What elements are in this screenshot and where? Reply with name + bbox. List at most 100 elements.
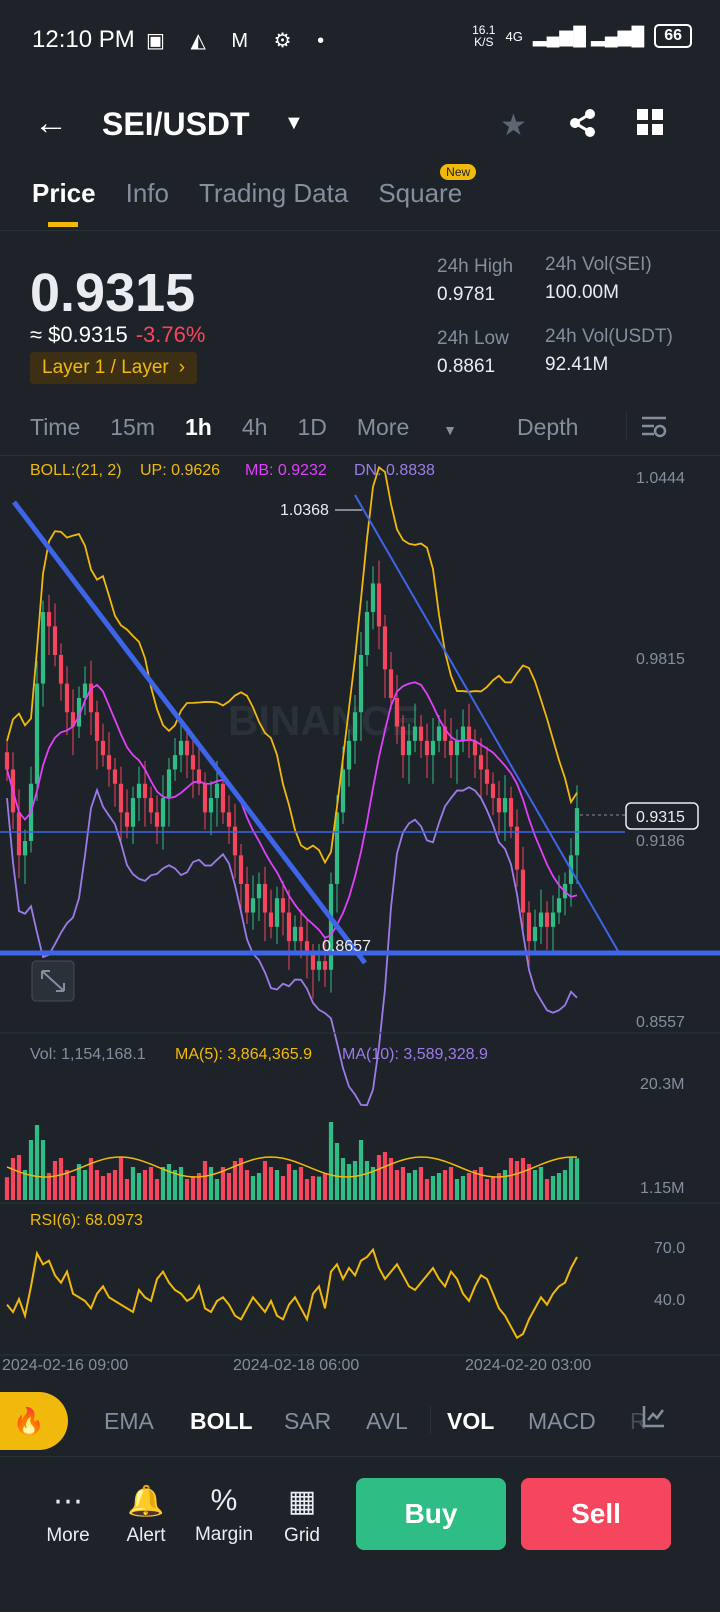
volume-bar: [490, 1176, 496, 1200]
interval-1d[interactable]: 1D: [297, 414, 327, 440]
current-price-tag: [625, 802, 699, 830]
candle-body: [124, 812, 130, 827]
volume-bar: [460, 1176, 466, 1200]
volume-bar: [472, 1170, 478, 1200]
more-button[interactable]: ⋯ More: [28, 1484, 108, 1547]
volume-bar: [190, 1176, 196, 1200]
vol-usdt-value: 92.41M: [545, 354, 609, 375]
flame-icon[interactable]: 🔥: [0, 1392, 68, 1450]
indicator-ema[interactable]: EMA: [104, 1408, 154, 1434]
volume-bar: [124, 1179, 130, 1200]
volume-bar: [226, 1173, 232, 1200]
indicator-boll[interactable]: BOLL: [190, 1408, 253, 1434]
volume-bar: [88, 1158, 94, 1200]
candle-body: [64, 683, 70, 713]
volume-bar: [562, 1170, 568, 1200]
tab-info[interactable]: Info: [125, 178, 169, 208]
volume-bar: [364, 1161, 370, 1200]
category-tag[interactable]: Layer 1 / Layer ›: [30, 352, 198, 384]
volume-bar: [202, 1161, 208, 1200]
pair-header: ← SEI/USDT ▼ ★: [0, 100, 720, 156]
volume-bar: [298, 1167, 304, 1200]
volume-bar: [136, 1173, 142, 1200]
volume-bar: [370, 1167, 376, 1200]
trendline-down-2[interactable]: [354, 494, 619, 952]
candle-body: [82, 683, 88, 698]
interval-15m[interactable]: 15m: [110, 414, 156, 440]
volume-bar: [160, 1167, 166, 1200]
boll-dn: DN: 0.8838: [354, 462, 435, 479]
margin-button[interactable]: % Margin: [184, 1484, 264, 1546]
volume-bar: [64, 1170, 70, 1200]
candle-body: [166, 769, 172, 799]
volume-bar: [196, 1173, 202, 1200]
volume-bar: [22, 1170, 28, 1200]
candle-body: [496, 798, 502, 813]
share-icon[interactable]: [568, 108, 598, 146]
volume-bar: [430, 1176, 436, 1200]
layout-grid-icon[interactable]: [636, 108, 664, 144]
chart-settings-icon[interactable]: [640, 412, 668, 445]
volume-bar: [340, 1158, 346, 1200]
tab-trading-data[interactable]: Trading Data: [198, 178, 349, 208]
time-axis-label: 2024-02-16 09:00: [2, 1357, 128, 1374]
candle-body: [424, 740, 430, 756]
candle-body: [388, 669, 394, 698]
candle-body: [484, 769, 490, 784]
indicator-settings-icon[interactable]: [642, 1404, 666, 1434]
boll-label: BOLL:(21, 2): [30, 462, 122, 479]
volume-bar: [304, 1179, 310, 1200]
boll-bands-group: [6, 465, 578, 1107]
volume-bar: [346, 1164, 352, 1200]
high-value: 0.9781: [437, 284, 496, 305]
volume-bar: [478, 1167, 484, 1200]
candle-body: [478, 755, 484, 770]
alert-label: Alert: [126, 1525, 166, 1546]
interval-time[interactable]: Time: [30, 414, 81, 440]
indicator-sar[interactable]: SAR: [284, 1408, 332, 1434]
volume-bar: [556, 1173, 562, 1200]
indicator-vol[interactable]: VOL: [447, 1408, 495, 1434]
trendline-down-1[interactable]: [12, 500, 367, 965]
tabs-divider: [0, 230, 720, 231]
last-price: 0.9315: [30, 263, 196, 323]
more-icon: ⋯: [53, 1485, 83, 1518]
pair-title[interactable]: SEI/USDT: [102, 106, 250, 142]
candlestick-chart[interactable]: BOLL:(21, 2) UP: 0.9626 MB: 0.9232 DN: 0…: [0, 455, 720, 1380]
star-icon[interactable]: ★: [500, 109, 527, 142]
candle-body: [328, 883, 334, 970]
caret-down-icon[interactable]: ▼: [284, 112, 304, 134]
candle-body: [280, 898, 286, 913]
candle-body: [268, 912, 274, 927]
indicator-rsi[interactable]: R: [630, 1408, 647, 1434]
interval-1h[interactable]: 1h: [185, 414, 212, 440]
chevron-right-icon: ›: [178, 357, 186, 378]
volume-bar: [214, 1179, 220, 1200]
interval-4h[interactable]: 4h: [241, 414, 268, 440]
volume-axis-bottom: 1.15M: [640, 1180, 684, 1197]
candle-body: [304, 941, 310, 956]
volume-bar: [262, 1161, 268, 1200]
interval-depth[interactable]: Depth: [517, 414, 579, 440]
tab-square[interactable]: Square New: [378, 164, 477, 209]
candle-body: [358, 654, 364, 713]
volume-bar: [448, 1167, 454, 1200]
volume-bar: [406, 1173, 412, 1200]
interval-more[interactable]: More ▼: [357, 414, 487, 441]
candle-body: [346, 740, 352, 770]
back-arrow-icon[interactable]: ←: [34, 104, 68, 142]
indicator-macd[interactable]: MACD: [528, 1408, 596, 1434]
chart-top-divider: [0, 455, 720, 456]
tab-price[interactable]: Price: [32, 178, 96, 227]
buy-button[interactable]: Buy: [356, 1478, 506, 1550]
low-label: 24h Low: [437, 328, 509, 349]
alert-button[interactable]: 🔔 Alert: [106, 1484, 186, 1547]
volume-bar: [280, 1176, 286, 1200]
indicator-avl[interactable]: AVL: [366, 1408, 408, 1434]
candle-body: [160, 798, 166, 827]
candle-body: [490, 783, 496, 799]
sell-button[interactable]: Sell: [521, 1478, 671, 1550]
candle-body: [94, 712, 100, 741]
grid-button[interactable]: ▦ Grid: [262, 1484, 342, 1547]
volume-ma5-line: [6, 1156, 578, 1178]
